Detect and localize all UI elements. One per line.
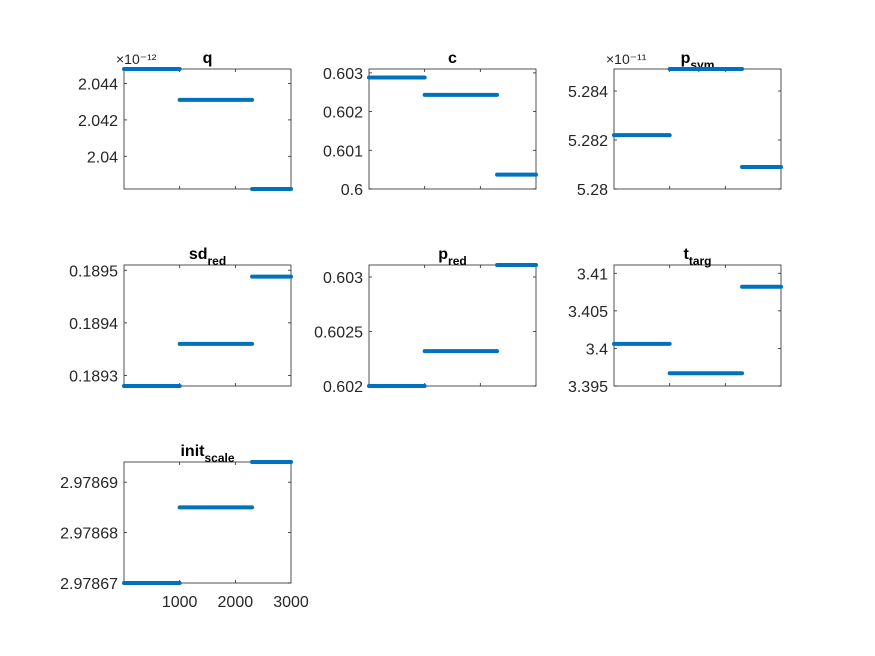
subplot-title: initscale [180,443,234,465]
title-subscript: scale [204,451,234,465]
y-tick-label: 0.6 [341,182,363,199]
y-tick-label: 5.28 [577,182,608,199]
title-subscript: red [207,254,226,268]
y-tick-label: 0.602 [323,379,363,396]
y-tick-label: 0.6025 [314,324,363,341]
y-tick-label: 0.1895 [69,263,118,280]
x-tick-label: 1000 [162,594,198,611]
subplot-2: 0.6 0.601 0.602 0.603 c [323,50,538,199]
y-tick-label: 0.1894 [69,316,118,333]
title-main: sd [189,246,208,263]
y-tick-label: 2.04 [87,149,118,166]
axes-box [123,68,292,190]
subplot-1: 2.04 2.042 2.044 q ×10⁻¹² [78,50,293,191]
title-main: c [448,50,457,67]
y-tick-label: 3.4 [586,341,608,358]
title-main: p [438,246,448,263]
axes-box [123,461,292,584]
title-main: init [180,443,205,460]
y-tick-label: 2.97869 [60,475,118,492]
x-tick-label: 3000 [273,594,309,611]
title-subscript: targ [689,254,712,268]
y-tick-label: 0.603 [323,270,363,287]
y-tick-label: 0.602 [323,105,363,122]
axes-box [123,264,292,387]
y-tick-label: 5.282 [568,133,608,150]
subplot-title: q [203,50,213,67]
x-tick-label: 2000 [218,594,254,611]
subplot-title: pred [438,246,466,268]
title-main: t [684,246,690,263]
exponent-label: ×10⁻¹² [116,51,157,67]
subplot-6: 3.395 3.4 3.405 3.41 ttarg [568,246,783,396]
y-tick-label: 3.405 [568,304,608,321]
subplot-title: c [448,50,457,67]
title-main: q [203,50,213,67]
axes-box [368,264,537,387]
subplot-title: sdred [189,246,226,268]
exponent-label: ×10⁻¹¹ [606,51,647,67]
y-tick-label: 2.97867 [60,576,118,593]
y-tick-label: 2.042 [78,113,118,130]
y-tick-label: 3.395 [568,379,608,396]
axes-box [613,68,782,190]
subplot-4: 0.1893 0.1894 0.1895 sdred [69,246,293,388]
title-main: p [681,50,691,67]
y-tick-label: 0.603 [323,66,363,83]
y-tick-label: 0.601 [323,143,363,160]
y-tick-label: 5.284 [568,84,608,101]
subplot-7: 2.97867 2.97868 2.97869 1000 2000 3000 initsca… [60,443,309,611]
axes-box [368,68,537,190]
subplot-5: 0.602 0.6025 0.603 pred [314,246,538,396]
y-tick-label: 3.41 [577,266,608,283]
subplot-title: ttarg [684,246,712,268]
title-subscript: red [448,254,467,268]
y-tick-label: 2.97868 [60,526,118,543]
y-tick-label: 0.1893 [69,368,118,385]
y-tick-label: 2.044 [78,77,118,94]
axes-box [613,264,782,387]
